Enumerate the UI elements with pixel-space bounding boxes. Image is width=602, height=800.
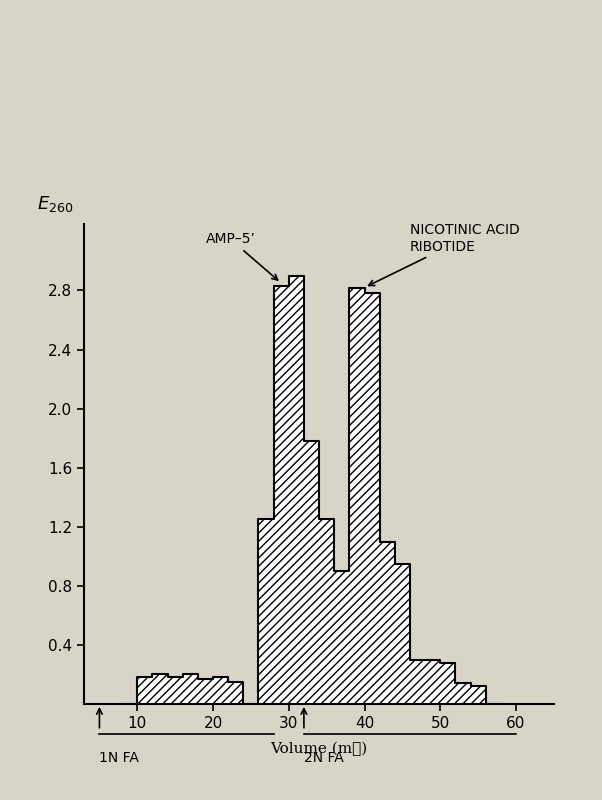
- Bar: [304, 441, 319, 704]
- Bar: [289, 276, 304, 704]
- Bar: [364, 294, 380, 704]
- Bar: [410, 660, 425, 704]
- Text: $E_{260}$: $E_{260}$: [37, 194, 74, 214]
- Bar: [274, 286, 289, 704]
- Bar: [380, 542, 395, 704]
- Bar: [349, 287, 364, 704]
- Bar: [334, 571, 349, 704]
- Bar: [395, 564, 410, 704]
- Bar: [471, 686, 486, 704]
- Text: NICOTINIC ACID
RIBOTIDE: NICOTINIC ACID RIBOTIDE: [368, 223, 520, 286]
- X-axis label: Volume (mℓ): Volume (mℓ): [270, 742, 368, 756]
- Bar: [198, 679, 213, 704]
- Bar: [167, 678, 183, 704]
- Text: 2N FA: 2N FA: [304, 751, 344, 766]
- Bar: [319, 519, 334, 704]
- Bar: [137, 678, 152, 704]
- Bar: [183, 674, 198, 704]
- Bar: [455, 683, 471, 704]
- Bar: [152, 674, 167, 704]
- Bar: [213, 678, 228, 704]
- Text: 1N FA: 1N FA: [99, 751, 139, 766]
- Text: AMP–5’: AMP–5’: [205, 232, 278, 280]
- Bar: [440, 662, 455, 704]
- Bar: [425, 660, 440, 704]
- Bar: [228, 682, 243, 704]
- Bar: [258, 519, 274, 704]
